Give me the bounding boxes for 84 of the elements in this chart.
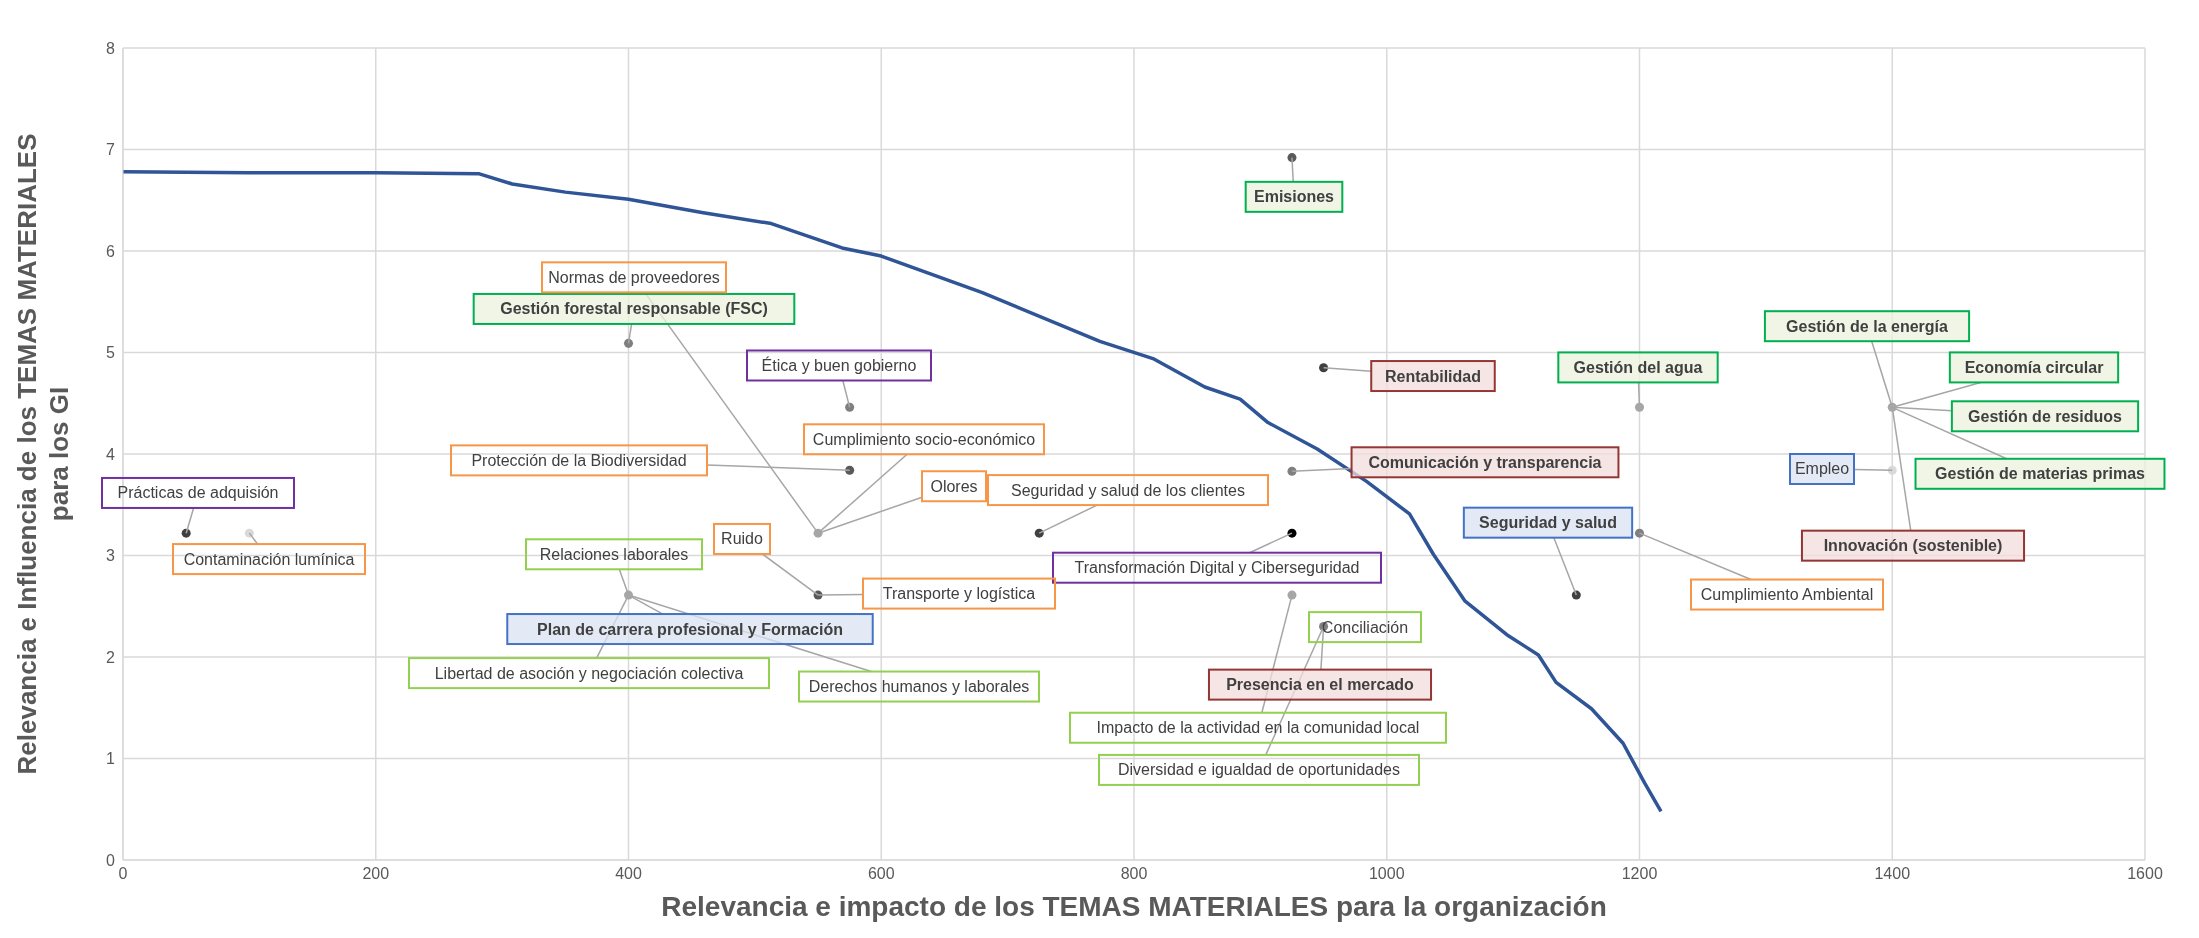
callout-box: Innovación (sostenible) (1800, 529, 2026, 562)
annotation: Transporte y logística (882, 585, 1036, 603)
annotation: Gestión de la energía (1786, 317, 1949, 335)
x-tick-label: 1600 (2127, 865, 2163, 883)
x-tick-label: 1200 (1621, 865, 1658, 883)
x-tick-label: 400 (615, 865, 642, 883)
callout-box: Contaminación lumínica (172, 543, 366, 576)
y-axis-title: Relevancia e Influencia de los TEMAS MATERIALES para los GI (12, 133, 74, 775)
callout-box: Emisiones (1244, 180, 1344, 213)
callout-box: Presencia en el mercado (1207, 668, 1433, 701)
annotation: Normas de proveedores (548, 268, 720, 286)
y-tick-label: 7 (106, 141, 116, 159)
callout-box: Ruido (713, 522, 771, 555)
x-tick-label: 600 (867, 865, 895, 883)
annotation: Diversidad e igualdad de oportunidades (1118, 761, 1400, 779)
annotation: Innovación (sostenible) (1823, 537, 2003, 555)
y-tick-label: 0 (106, 851, 116, 869)
annotation: Gestión de residuos (1968, 407, 2123, 425)
annotation: Conciliación (1321, 618, 1409, 636)
x-tick-label: 1000 (1368, 865, 1405, 883)
annotation: Rentabilidad (1384, 367, 1482, 385)
y-tick-label: 3 (106, 547, 116, 565)
y-tick-label: 2 (106, 648, 116, 666)
y-tick-label: 4 (106, 445, 116, 463)
callout-box: Rentabilidad (1370, 360, 1496, 393)
annotation: Libertad de asoción y negociación colectiva (434, 664, 744, 682)
annotation: Cumplimiento Ambiental (1700, 586, 1874, 604)
annotation: Gestión forestal responsable (FSC) (500, 300, 768, 318)
callout-box: Olores (921, 470, 987, 503)
annotation: Impacto de la actividad en la comunidad local (1096, 719, 1420, 737)
callout-box: Comunicación y transparencia (1350, 446, 1620, 479)
callout-box: Impacto de la actividad en la comunidad local (1069, 711, 1447, 744)
y-tick-label: 8 (106, 39, 116, 57)
callout-box: Transformación Digital y Ciberseguridad (1052, 551, 1382, 584)
callout-box: Normas de proveedores (541, 261, 727, 294)
annotation: Contaminación lumínica (183, 550, 355, 568)
annotation: Derechos humanos y laborales (808, 678, 1030, 696)
callout-box: Seguridad y salud (1462, 506, 1634, 539)
x-tick-label: 1400 (1874, 865, 1911, 883)
callout-box: Gestión de residuos (1950, 400, 2140, 433)
callout-box: Plan de carrera profesional y Formación (506, 613, 874, 646)
annotation: Comunicación y transparencia (1368, 453, 1602, 471)
annotation: Economía circular (1964, 358, 2104, 376)
callout-box: Gestión de materias primas (1914, 457, 2166, 490)
callout-box: Empleo (1789, 453, 1855, 485)
annotation: Emisiones (1253, 188, 1335, 206)
y-tick-label: 6 (106, 242, 116, 260)
callout-box: Libertad de asoción y negociación colectiva (408, 657, 770, 690)
callout-box: Derechos humanos y laborales (798, 670, 1040, 703)
annotation: Seguridad y salud (1479, 514, 1617, 532)
callout-box: Prácticas de adquisión (101, 476, 295, 509)
annotation: Empleo (1794, 460, 1850, 478)
callout-box: Cumplimiento socio-económico (803, 423, 1045, 456)
x-tick-label: 0 (118, 865, 128, 883)
callout-box: Protección de la Biodiversidad (450, 444, 708, 477)
x-tick-label: 200 (362, 865, 390, 883)
callout-box: Gestión de la energía (1763, 310, 1971, 343)
callout-box: Diversidad e igualdad de oportunidades (1098, 753, 1420, 786)
annotation: Transformación Digital y Ciberseguridad (1074, 559, 1360, 577)
x-tick-label: 800 (1120, 865, 1148, 883)
annotation: Seguridad y salud de los clientes (1011, 481, 1245, 499)
y-tick-label: 1 (106, 750, 116, 768)
callout-box: Seguridad y salud de los clientes (987, 474, 1269, 507)
annotation: Olores (930, 477, 978, 495)
callout-box: Economía circular (1948, 351, 2120, 384)
x-axis-title: Relevancia e impacto de los TEMAS MATERIALES para la organización (661, 891, 1607, 922)
callout-box: Ética y buen gobierno (746, 349, 932, 382)
callout-box: Cumplimiento Ambiental (1690, 578, 1884, 611)
annotation: Cumplimiento socio-económico (812, 430, 1036, 448)
callout-box: Gestión forestal responsable (FSC) (472, 292, 796, 325)
annotation: Ética y buen gobierno (761, 356, 917, 374)
callout-box: Transporte y logística (862, 577, 1056, 610)
annotation: Gestión de materias primas (1935, 465, 2146, 483)
callout-box: Conciliación (1308, 611, 1422, 644)
annotation: Ruido (721, 530, 763, 548)
annotation: Plan de carrera profesional y Formación (537, 620, 843, 638)
annotation: Relaciones laborales (539, 545, 689, 563)
annotation: Presencia en el mercado (1226, 676, 1415, 694)
y-tick-label: 5 (106, 344, 116, 362)
callout-box: Gestión del agua (1557, 351, 1719, 384)
annotation: Gestión del agua (1573, 358, 1703, 376)
annotation: Prácticas de adquisión (117, 484, 279, 502)
annotation: Protección de la Biodiversidad (471, 451, 687, 469)
callout-box: Relaciones laborales (525, 538, 703, 571)
